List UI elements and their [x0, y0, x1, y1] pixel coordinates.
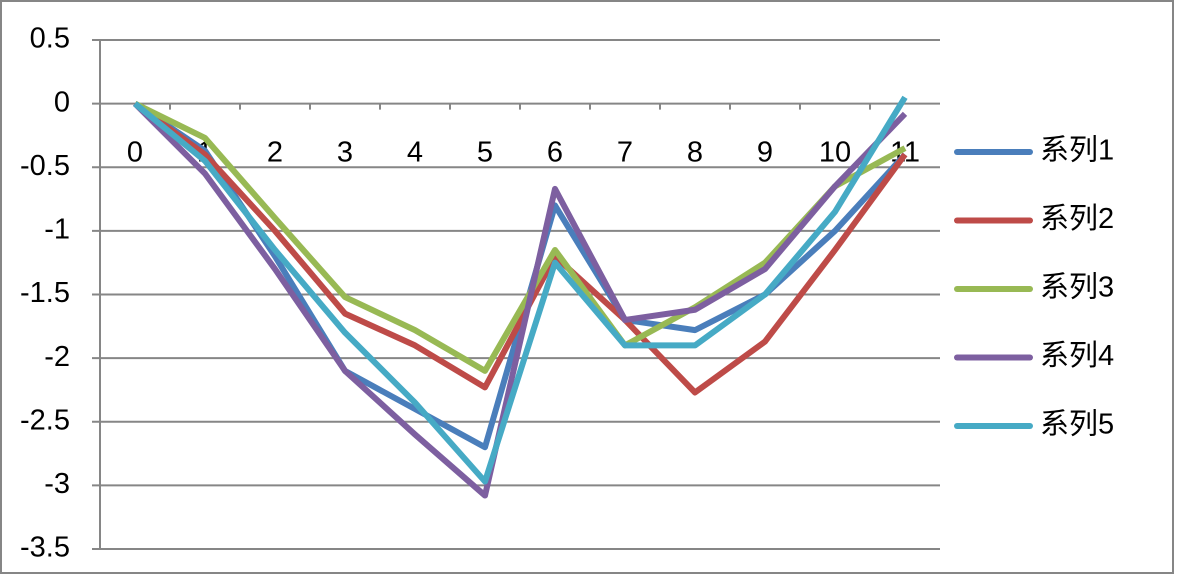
y-tick-label: -2.5	[20, 404, 70, 436]
x-tick-label: 6	[547, 136, 563, 168]
y-tick-label: -2	[44, 341, 70, 373]
legend-label: 系列1	[1040, 134, 1114, 167]
x-tick-label: 2	[267, 136, 283, 168]
series-line	[133, 101, 908, 396]
x-tick-label: 7	[617, 136, 633, 168]
y-tick-label: -1	[44, 214, 70, 246]
legend-label: 系列4	[1040, 339, 1114, 372]
legend-label: 系列2	[1040, 202, 1114, 235]
y-tick-label: -3.5	[20, 532, 70, 564]
x-tick-label: 9	[757, 136, 773, 168]
x-tick-label: 8	[687, 136, 703, 168]
x-tick-label: 3	[337, 136, 353, 168]
y-tick-label: -1.5	[20, 277, 70, 309]
y-tick-label: -3	[44, 468, 70, 500]
x-tick-label: 10	[819, 136, 851, 168]
series-line	[133, 100, 907, 374]
legend-label: 系列5	[1040, 408, 1114, 441]
series-line	[132, 101, 908, 499]
x-tick-label: 5	[477, 136, 493, 168]
legend-label: 系列3	[1040, 271, 1114, 304]
x-tick-label: 4	[407, 136, 423, 168]
x-tick-label: 0	[127, 136, 143, 168]
y-tick-label: 0.5	[30, 23, 70, 55]
series-line	[133, 95, 908, 485]
y-tick-label: 0	[54, 86, 70, 118]
y-tick-label: -0.5	[20, 150, 70, 182]
